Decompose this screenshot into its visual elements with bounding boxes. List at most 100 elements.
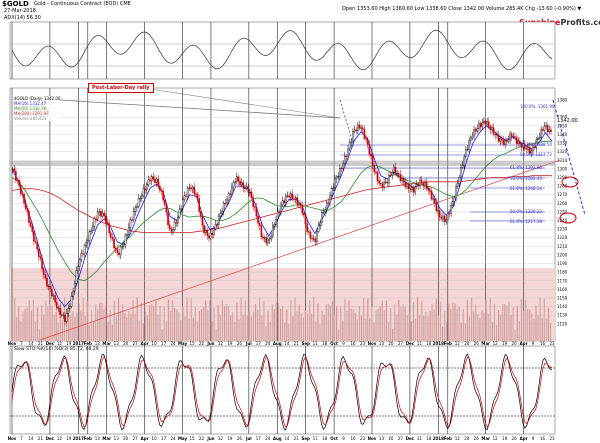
candle-body <box>355 129 358 131</box>
volume-bar <box>371 307 373 341</box>
candle-body <box>175 221 178 224</box>
current-price-tag: 1342.00 <box>556 118 579 124</box>
volume-bar <box>194 306 196 341</box>
candle-body <box>55 302 58 309</box>
candle-body <box>252 197 254 207</box>
x-tick-label-bottom: Feb <box>84 436 92 441</box>
candle-body <box>361 127 364 130</box>
volume-bar <box>365 318 367 341</box>
ohlc-readout: Open 1353.60 High 1360.60 Low 1338.60 Cl… <box>342 6 582 12</box>
candle-body <box>474 129 477 132</box>
y-tick-label: 1120 <box>557 321 568 326</box>
candle-body <box>15 171 17 181</box>
candle-body <box>332 187 335 189</box>
volume-bar <box>238 319 240 341</box>
candle-body <box>64 314 66 322</box>
candle-body <box>505 140 508 142</box>
volume-bar <box>471 297 473 341</box>
candle-body <box>461 165 464 168</box>
candle-body <box>371 155 374 166</box>
volume-bar <box>533 318 535 341</box>
candle-body <box>453 197 456 202</box>
candle-body <box>213 228 215 235</box>
candle-body <box>294 197 297 200</box>
volume-bar <box>458 306 460 341</box>
volume-bar <box>109 309 111 341</box>
x-tick-label-bottom: 18 <box>322 436 328 441</box>
legend-ma2: MA(50) 1332.36 <box>14 106 47 111</box>
candle-body <box>483 121 485 123</box>
volume-bar <box>527 308 529 341</box>
candle-body <box>414 186 416 193</box>
candle-body <box>466 149 469 151</box>
candle-body <box>11 168 14 170</box>
candle-body <box>73 282 76 292</box>
volume-bar <box>176 309 178 341</box>
x-tick-label-bottom: 11 <box>417 436 423 441</box>
bottom-panel-frame <box>9 345 556 435</box>
candle-body <box>101 212 104 217</box>
x-tick-label-bottom: Feb <box>444 436 452 441</box>
candle-body <box>345 155 348 157</box>
candle-body <box>152 176 155 180</box>
volume-bar <box>543 298 545 341</box>
candle-body <box>281 200 284 206</box>
volume-bar <box>495 324 498 341</box>
x-tick-label: 26 <box>474 341 480 346</box>
candle-body <box>298 203 300 205</box>
candle-body <box>497 134 500 142</box>
candle-body <box>185 195 187 197</box>
candle-body <box>499 138 502 142</box>
volume-bar <box>93 321 95 341</box>
candle-body <box>193 186 196 194</box>
candle-body <box>195 193 197 195</box>
volume-bar <box>203 307 205 341</box>
candle-body <box>95 218 97 220</box>
y-tick-label: 1250 <box>557 209 568 214</box>
candle-body <box>224 202 227 204</box>
volume-bar <box>541 318 543 341</box>
candle-body <box>478 123 480 129</box>
candle-body <box>199 211 202 217</box>
candle-body <box>273 224 276 227</box>
candle-body <box>301 205 304 214</box>
volume-bar <box>221 300 223 341</box>
x-tick-label: 9 <box>342 341 345 346</box>
fib-label: 61.8%: 1292.06 <box>510 165 542 170</box>
candle-body <box>455 186 457 199</box>
x-tick-label: Dec <box>46 341 55 346</box>
volume-bar <box>120 310 122 341</box>
candle-body <box>250 191 253 199</box>
volume-bar <box>304 310 307 341</box>
y-tick-label: 1160 <box>557 287 568 292</box>
volume-bar <box>460 322 462 341</box>
volume-bar <box>479 317 481 341</box>
volume-bar <box>261 315 263 341</box>
x-tick-label-bottom: May <box>178 436 188 441</box>
volume-bar <box>317 303 319 341</box>
candle-body <box>75 270 78 284</box>
candle-body <box>137 198 140 207</box>
candle-body <box>404 181 407 187</box>
candle-body <box>375 171 377 173</box>
x-tick-label-bottom: 21 <box>38 436 44 441</box>
candle-body <box>407 183 410 189</box>
candle-body <box>532 146 534 152</box>
x-tick-label-bottom: 9 <box>532 436 535 441</box>
volume-bar <box>344 299 346 341</box>
volume-bar <box>47 306 49 341</box>
candle-body <box>507 139 510 142</box>
volume-bar <box>425 311 427 341</box>
x-tick-label: 12 <box>218 341 224 346</box>
volume-bar <box>267 310 269 341</box>
x-tick-label: 27 <box>133 341 139 346</box>
volume-bar <box>360 315 363 341</box>
volume-bar <box>169 310 172 341</box>
volume-bar <box>209 300 211 341</box>
candle-body <box>157 178 160 187</box>
volume-bar <box>506 305 508 341</box>
volume-bar <box>186 298 188 341</box>
candle-body <box>494 134 497 136</box>
candle-body <box>42 268 45 275</box>
